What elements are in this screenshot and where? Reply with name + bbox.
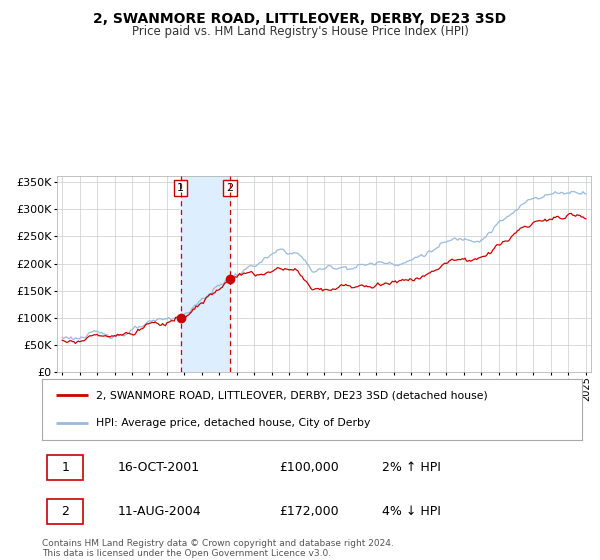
Text: This data is licensed under the Open Government Licence v3.0.: This data is licensed under the Open Gov… <box>42 549 331 558</box>
Text: £100,000: £100,000 <box>280 461 340 474</box>
Text: 2: 2 <box>227 183 233 193</box>
Text: £172,000: £172,000 <box>280 505 339 517</box>
Text: 4% ↓ HPI: 4% ↓ HPI <box>382 505 441 517</box>
Text: HPI: Average price, detached house, City of Derby: HPI: Average price, detached house, City… <box>96 418 370 428</box>
Text: Price paid vs. HM Land Registry's House Price Index (HPI): Price paid vs. HM Land Registry's House … <box>131 25 469 38</box>
Text: Contains HM Land Registry data © Crown copyright and database right 2024.: Contains HM Land Registry data © Crown c… <box>42 539 394 548</box>
FancyBboxPatch shape <box>47 498 83 524</box>
Text: 11-AUG-2004: 11-AUG-2004 <box>118 505 201 517</box>
FancyBboxPatch shape <box>47 455 83 480</box>
Text: 1: 1 <box>61 461 69 474</box>
Text: 1: 1 <box>177 183 184 193</box>
Text: 16-OCT-2001: 16-OCT-2001 <box>118 461 200 474</box>
Text: 2% ↑ HPI: 2% ↑ HPI <box>382 461 441 474</box>
Text: 2, SWANMORE ROAD, LITTLEOVER, DERBY, DE23 3SD (detached house): 2, SWANMORE ROAD, LITTLEOVER, DERBY, DE2… <box>96 390 488 400</box>
Text: 2: 2 <box>61 505 69 517</box>
Text: 2, SWANMORE ROAD, LITTLEOVER, DERBY, DE23 3SD: 2, SWANMORE ROAD, LITTLEOVER, DERBY, DE2… <box>94 12 506 26</box>
Bar <box>181 176 230 372</box>
